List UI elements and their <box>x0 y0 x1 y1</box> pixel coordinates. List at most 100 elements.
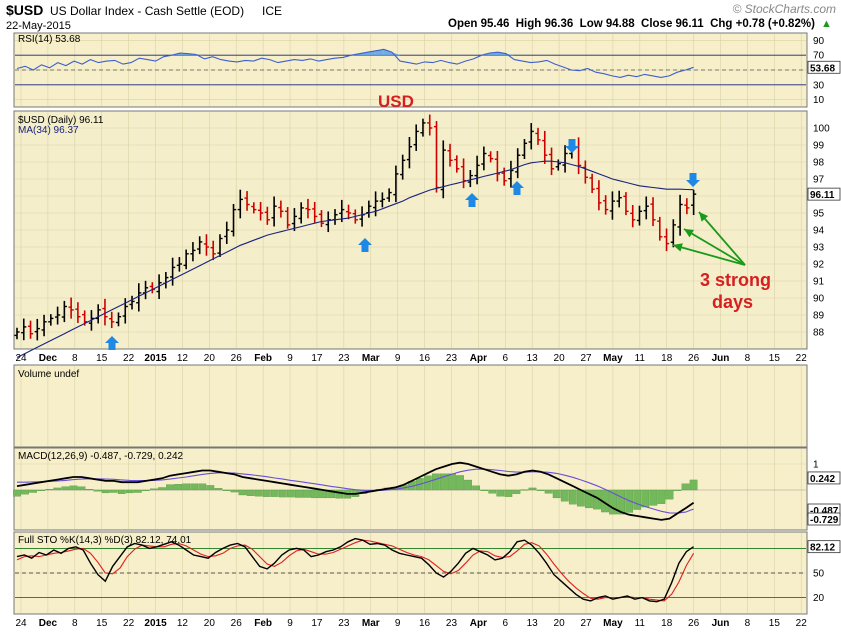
price-bar <box>535 127 541 145</box>
rsi-title: RSI(14) 53.68 <box>18 34 81 45</box>
price-bar <box>670 219 676 248</box>
price-bar <box>197 236 203 255</box>
rsi-overbought-fill <box>383 49 392 56</box>
price-tick-label: 97 <box>813 175 825 186</box>
price-bar <box>630 205 636 228</box>
price-bar <box>609 191 616 220</box>
price-bar <box>224 221 230 244</box>
macd-histogram-bar <box>37 489 46 491</box>
price-bar <box>542 130 548 164</box>
green-pointer-arrow <box>698 211 746 266</box>
macd-signal-last-value: -0.729 <box>807 512 841 526</box>
date-tick-label: 22 <box>123 353 135 364</box>
price-bar <box>271 196 277 227</box>
blue-down-arrow-icon <box>686 173 700 187</box>
date-tick-label: 8 <box>72 353 78 364</box>
stochastic-last-value: 82.12 <box>807 540 841 554</box>
green-arrow-head-icon <box>673 243 683 252</box>
macd-histogram-bar <box>480 489 489 491</box>
date-tick-label: Mar <box>362 618 380 629</box>
macd-histogram-bar <box>238 489 247 496</box>
macd-histogram-bar <box>448 473 456 491</box>
price-bar <box>691 189 697 216</box>
macd-tick-label: 1 <box>813 460 819 471</box>
macd-histogram-bar <box>21 489 29 495</box>
price-bar <box>603 195 609 215</box>
macd-histogram-bar <box>327 489 336 499</box>
date-tick-label: 8 <box>745 353 751 364</box>
macd-histogram-bar <box>681 483 690 491</box>
price-bar <box>379 192 385 208</box>
stochastic-plot <box>15 537 806 603</box>
price-bar <box>54 306 61 325</box>
price-bar <box>264 206 270 225</box>
macd-histogram-bar <box>29 489 37 493</box>
date-tick-label: 23 <box>338 353 350 364</box>
macd-histogram-bar <box>633 489 642 510</box>
macd-histogram-bar <box>536 489 545 491</box>
price-tick-label: 92 <box>813 260 825 271</box>
price-bar <box>501 167 507 186</box>
macd-histogram-bar <box>133 489 142 493</box>
ohlc-summary: Open 95.46 High 96.36 Low 94.88 Close 96… <box>448 18 815 30</box>
macd-histogram-bar <box>174 484 182 491</box>
date-tick-label: 18 <box>661 353 673 364</box>
price-bar <box>488 151 494 163</box>
price-bar <box>515 148 521 179</box>
price-title: $USD (Daily) 96.11 <box>18 115 104 126</box>
price-bar <box>298 202 304 224</box>
blue-up-arrow-icon <box>510 181 524 195</box>
macd-histogram-bar <box>464 479 472 491</box>
stochastic-last-value-text: 82.12 <box>810 543 835 554</box>
price-bar <box>48 314 54 326</box>
date-tick-label: 20 <box>204 618 216 629</box>
price-bar <box>528 123 534 150</box>
price-bar <box>420 118 426 137</box>
macd-histogram-bar <box>512 489 521 494</box>
price-bar <box>650 197 656 227</box>
date-axis-bottom: 24 Dec 8 15 22 2015 12 20 26 Feb 9 17 23 Mar 9 16 23 Apr 6… <box>15 618 807 629</box>
price-tick-label: 94 <box>813 226 825 237</box>
price-bar <box>494 150 500 182</box>
date-tick-label: 22 <box>796 618 808 629</box>
price-bar <box>230 203 237 237</box>
macd-histogram-bar <box>125 489 134 494</box>
macd-histogram-bar <box>246 489 255 496</box>
price-bar <box>481 146 487 171</box>
price-tick-label: 88 <box>813 328 825 339</box>
price-bar <box>210 240 216 261</box>
macd-histogram-bar <box>641 489 650 508</box>
rsi-last-value-text: 53.68 <box>810 63 835 74</box>
price-bar <box>190 242 196 262</box>
price-bar <box>176 257 182 272</box>
date-tick-label: 15 <box>96 618 108 629</box>
price-bar <box>14 327 20 340</box>
macd-hist-last-value-text: 0.242 <box>810 474 835 485</box>
macd-histogram-bar <box>552 489 561 499</box>
green-arrow-head-icon <box>684 229 694 238</box>
date-tick-label: 11 <box>635 353 646 364</box>
price-bar <box>325 211 331 233</box>
date-tick-label: 23 <box>446 353 458 364</box>
stochastic-k-line <box>16 537 694 603</box>
symbol-title: $USD <box>6 2 43 18</box>
macd-histogram-bar <box>520 489 529 491</box>
macd-last-value-text: -0.487 <box>810 506 839 517</box>
stochastic-title: Full STO %K(14,3) %D(3) 82.12, 74.01 <box>18 535 192 546</box>
date-tick-label: 6 <box>503 618 509 629</box>
price-tick-label: 93 <box>813 243 825 254</box>
date-tick-label: 26 <box>688 353 700 364</box>
price-plot <box>14 114 697 358</box>
price-bar <box>244 191 250 211</box>
date-tick-label: 17 <box>311 353 323 364</box>
macd-histogram-bar <box>206 485 215 491</box>
macd-signal-last-value-text: -0.729 <box>810 515 839 526</box>
price-bar <box>657 216 663 241</box>
rsi-plot <box>15 48 806 86</box>
date-tick-label: 15 <box>769 353 781 364</box>
green-pointer-arrow <box>672 244 746 266</box>
macd-histogram-bar <box>158 487 166 491</box>
macd-histogram-bar <box>182 483 191 491</box>
macd-histogram-bar <box>214 488 223 491</box>
price-bar <box>305 198 311 219</box>
